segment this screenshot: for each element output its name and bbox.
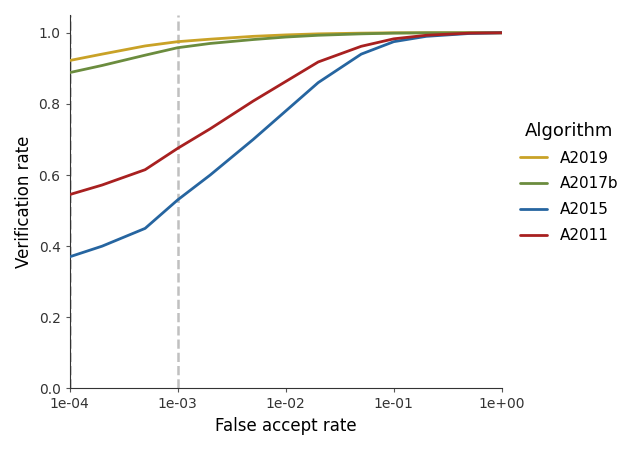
A2015: [99, 243, 106, 249]
A2017b: [206, 41, 214, 46]
A2017b: [498, 30, 506, 36]
A2019: [314, 31, 322, 36]
A2011: [174, 146, 182, 151]
A2017b: [66, 70, 74, 75]
Line: A2015: A2015: [70, 33, 502, 257]
A2017b: [282, 34, 289, 40]
A2015: [250, 137, 257, 142]
A2019: [99, 51, 106, 57]
A2017b: [141, 53, 149, 58]
A2019: [141, 43, 149, 49]
A2017b: [465, 30, 473, 36]
A2019: [422, 30, 430, 36]
A2015: [390, 39, 397, 45]
A2019: [465, 30, 473, 36]
A2017b: [174, 45, 182, 50]
Y-axis label: Verification rate: Verification rate: [15, 135, 33, 268]
A2011: [66, 192, 74, 197]
A2015: [282, 108, 289, 114]
Line: A2019: A2019: [70, 33, 502, 60]
A2019: [66, 58, 74, 63]
A2019: [357, 31, 365, 36]
A2015: [422, 34, 430, 39]
Line: A2011: A2011: [70, 33, 502, 194]
Line: A2017b: A2017b: [70, 33, 502, 72]
A2017b: [250, 37, 257, 42]
Legend: A2019, A2017b, A2015, A2011: A2019, A2017b, A2015, A2011: [514, 116, 625, 249]
A2011: [99, 182, 106, 188]
A2011: [422, 32, 430, 38]
A2015: [314, 80, 322, 85]
A2019: [282, 32, 289, 38]
A2017b: [390, 31, 397, 36]
A2019: [390, 30, 397, 36]
A2011: [206, 126, 214, 131]
A2011: [390, 36, 397, 41]
A2019: [174, 39, 182, 45]
A2019: [206, 36, 214, 42]
A2017b: [422, 30, 430, 36]
A2017b: [357, 31, 365, 36]
A2015: [66, 254, 74, 260]
A2011: [141, 167, 149, 172]
A2015: [206, 172, 214, 178]
A2011: [282, 79, 289, 84]
X-axis label: False accept rate: False accept rate: [215, 417, 356, 435]
A2017b: [314, 32, 322, 38]
A2015: [498, 30, 506, 36]
A2017b: [99, 63, 106, 68]
A2015: [141, 226, 149, 231]
A2015: [465, 31, 473, 36]
A2011: [357, 44, 365, 49]
A2019: [498, 30, 506, 36]
A2015: [174, 197, 182, 202]
A2011: [498, 30, 506, 36]
A2011: [314, 59, 322, 65]
A2011: [465, 31, 473, 36]
A2019: [250, 34, 257, 39]
A2015: [357, 51, 365, 57]
A2011: [250, 99, 257, 104]
